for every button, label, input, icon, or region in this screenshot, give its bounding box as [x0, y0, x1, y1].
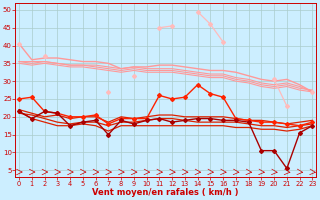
X-axis label: Vent moyen/en rafales ( km/h ): Vent moyen/en rafales ( km/h ) — [92, 188, 239, 197]
